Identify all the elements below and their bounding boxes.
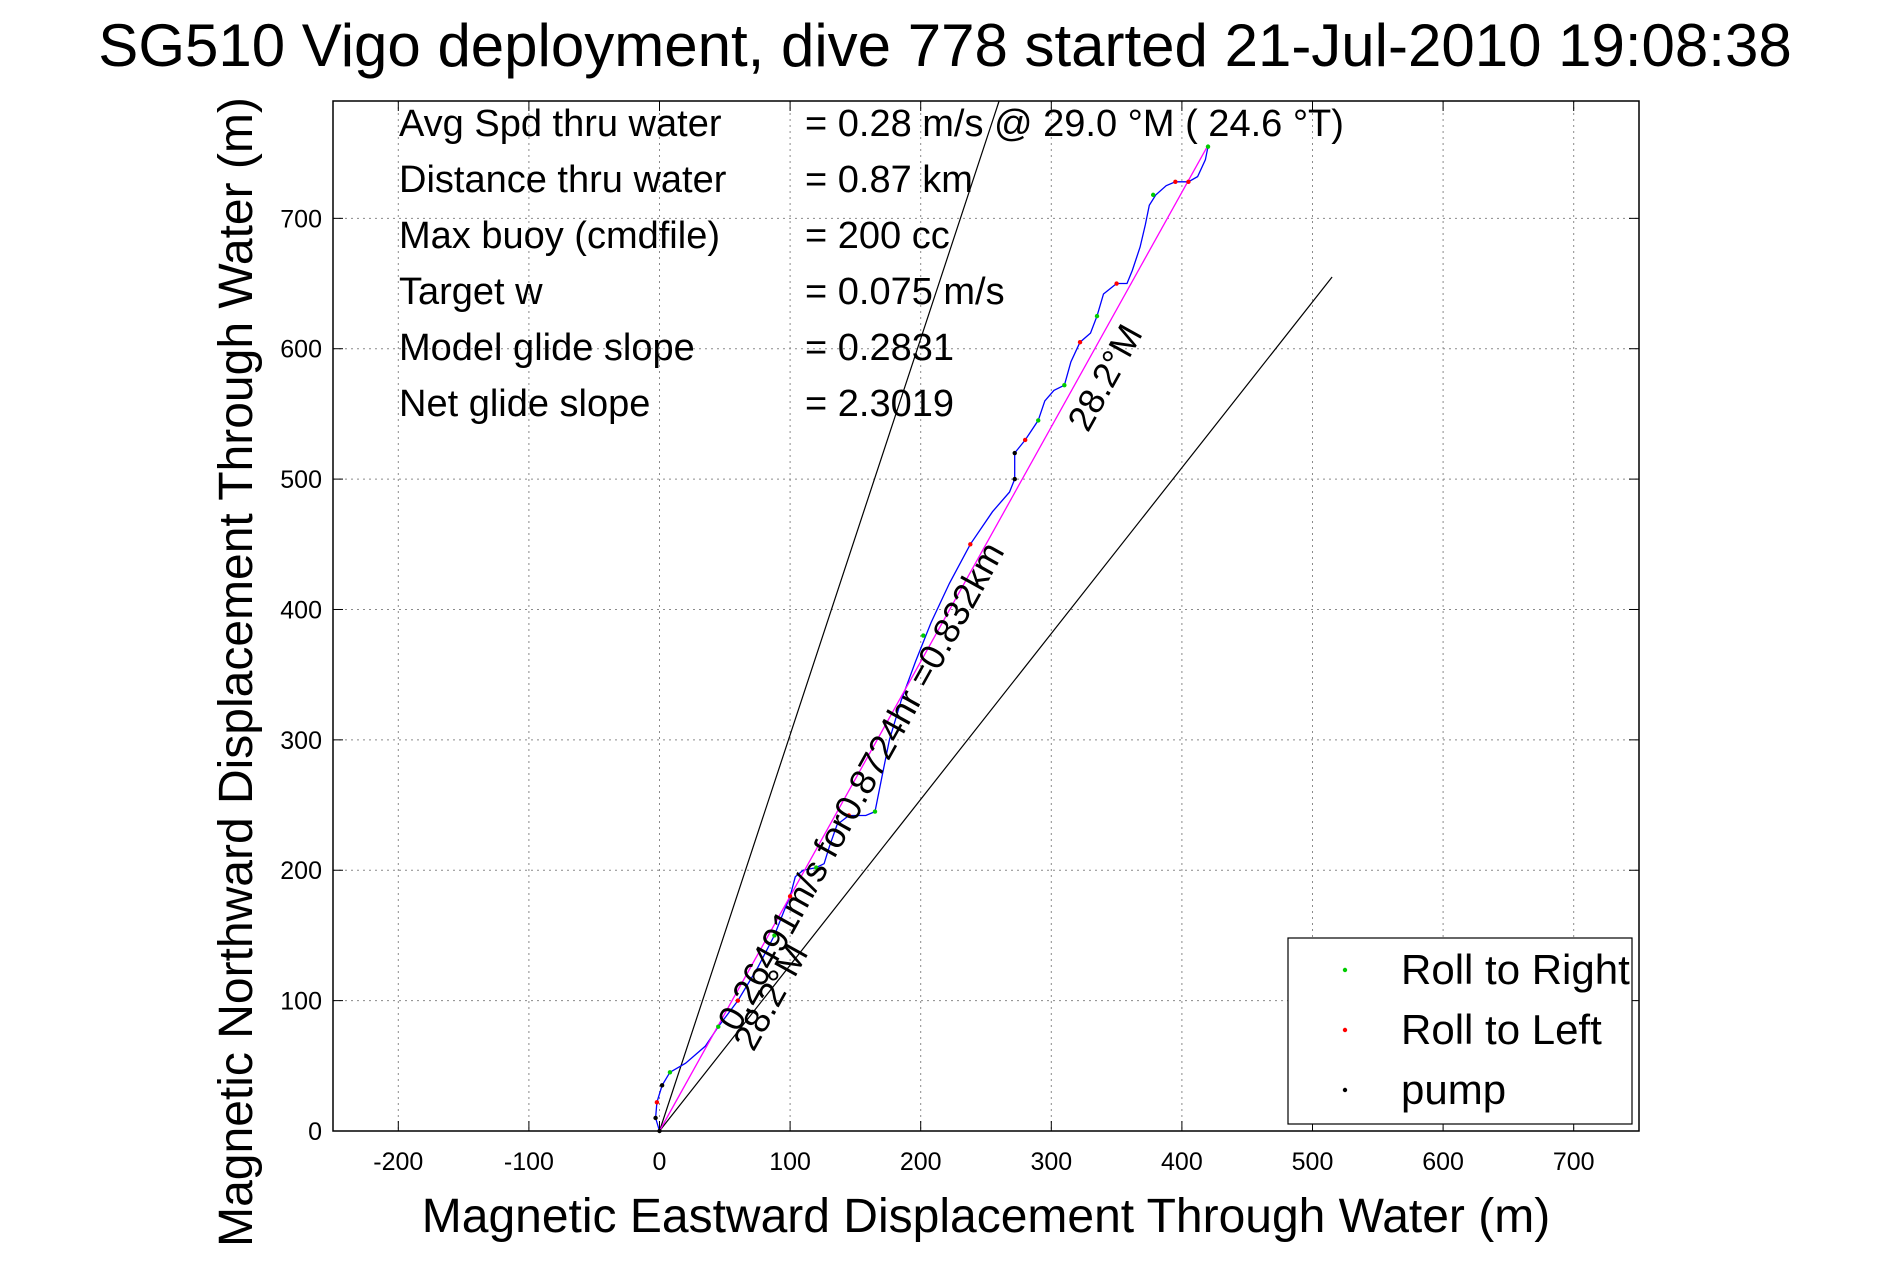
marker-point bbox=[1022, 437, 1028, 443]
marker-point bbox=[654, 1100, 660, 1105]
summary-value: = 0.87 km bbox=[805, 159, 973, 201]
plot-frame bbox=[332, 100, 1640, 1132]
marker-point bbox=[1173, 179, 1178, 185]
summary-label: Target w bbox=[399, 271, 543, 313]
track-line bbox=[658, 144, 1209, 1132]
x-tick-label: 600 bbox=[1422, 1148, 1464, 1176]
y-tick-label: 200 bbox=[280, 857, 322, 885]
track-line bbox=[654, 146, 1209, 1132]
legend-marker bbox=[1342, 967, 1348, 973]
annotation-text: 0.26491m/s for0.8724hr =0.832km bbox=[709, 535, 1012, 1037]
marker-point bbox=[846, 813, 852, 818]
summary-label: Distance thru water bbox=[399, 159, 727, 201]
legend-marker bbox=[1342, 1087, 1348, 1093]
x-tick-label: 100 bbox=[769, 1148, 811, 1176]
marker-point bbox=[1036, 418, 1041, 423]
summary-value: = 0.2831 bbox=[805, 327, 954, 369]
y-tick-label: 300 bbox=[280, 727, 322, 755]
x-tick-label: -200 bbox=[373, 1148, 423, 1176]
x-axis-ticks: -200 -100 0 100 200 300 400 500 600 700 bbox=[373, 101, 1595, 1176]
y-axis-ticks: 0 100 200 300 400 500 600 700 bbox=[280, 205, 1639, 1146]
legend: Roll to Right Roll to Left pump bbox=[1287, 937, 1633, 1125]
x-tick-label: -100 bbox=[504, 1148, 554, 1176]
marker-point bbox=[1062, 383, 1067, 388]
annotation-text: 28.2°M bbox=[1059, 317, 1150, 437]
summary-label: Avg Spd thru water bbox=[399, 103, 722, 145]
dive-summary: Avg Spd thru water = 0.28 m/s @ 29.0 °M (… bbox=[399, 103, 1344, 425]
legend-label: Roll to Left bbox=[1401, 1006, 1602, 1053]
x-tick-label: 500 bbox=[1292, 1148, 1334, 1176]
marker-point bbox=[1012, 450, 1017, 456]
marker-point bbox=[716, 1024, 721, 1029]
marker-point bbox=[1205, 144, 1211, 149]
y-tick-label: 700 bbox=[280, 205, 322, 233]
summary-value: = 0.28 m/s @ 29.0 °M ( 24.6 °T) bbox=[805, 103, 1344, 145]
summary-value: = 2.3019 bbox=[805, 383, 954, 425]
track-series bbox=[654, 144, 1209, 1132]
x-tick-label: 200 bbox=[900, 1148, 942, 1176]
y-axis-label: Magnetic Northward Displacement Through … bbox=[210, 97, 263, 1247]
marker-point bbox=[1094, 313, 1100, 319]
summary-label: Model glide slope bbox=[399, 327, 695, 369]
plot-annotations: 0.26491m/s for0.8724hr =0.832km28.2°M28.… bbox=[709, 317, 1150, 1056]
summary-value: = 200 cc bbox=[805, 215, 950, 257]
legend-label: pump bbox=[1401, 1066, 1506, 1113]
marker-point bbox=[968, 542, 973, 547]
heading-line bbox=[658, 100, 1000, 1132]
y-tick-label: 600 bbox=[280, 336, 322, 364]
x-axis-label: Magnetic Eastward Displacement Through W… bbox=[422, 1190, 1550, 1243]
marker-point bbox=[653, 1115, 658, 1121]
y-tick-label: 100 bbox=[280, 988, 322, 1016]
marker-point bbox=[667, 1070, 673, 1075]
legend-marker bbox=[1342, 1027, 1348, 1033]
x-tick-label: 400 bbox=[1161, 1148, 1203, 1176]
marker-point bbox=[735, 998, 741, 1003]
marker-point bbox=[1150, 192, 1156, 198]
y-tick-label: 500 bbox=[280, 466, 322, 494]
summary-value: = 0.075 m/s bbox=[805, 271, 1005, 313]
roll-pump-markers bbox=[653, 144, 1211, 1134]
x-tick-label: 300 bbox=[1030, 1148, 1072, 1176]
heading-lines bbox=[658, 100, 1333, 1132]
heading-line bbox=[659, 276, 1333, 1132]
marker-point bbox=[787, 894, 793, 899]
legend-label: Roll to Right bbox=[1401, 946, 1630, 993]
marker-point bbox=[1012, 476, 1017, 482]
chart-title: SG510 Vigo deployment, dive 778 started … bbox=[98, 12, 1791, 79]
marker-point bbox=[659, 1083, 665, 1088]
x-tick-label: 700 bbox=[1553, 1148, 1595, 1176]
marker-point bbox=[814, 865, 819, 870]
marker-point bbox=[921, 633, 926, 638]
y-tick-label: 400 bbox=[280, 596, 322, 624]
marker-point bbox=[1186, 179, 1191, 185]
marker-point bbox=[1114, 281, 1119, 286]
x-tick-label: 0 bbox=[653, 1148, 667, 1176]
marker-point bbox=[872, 809, 878, 814]
marker-point bbox=[1077, 340, 1083, 345]
y-tick-label: 0 bbox=[308, 1118, 322, 1146]
marker-point bbox=[772, 933, 777, 938]
summary-label: Net glide slope bbox=[399, 383, 650, 425]
summary-label: Max buoy (cmdfile) bbox=[399, 215, 720, 257]
